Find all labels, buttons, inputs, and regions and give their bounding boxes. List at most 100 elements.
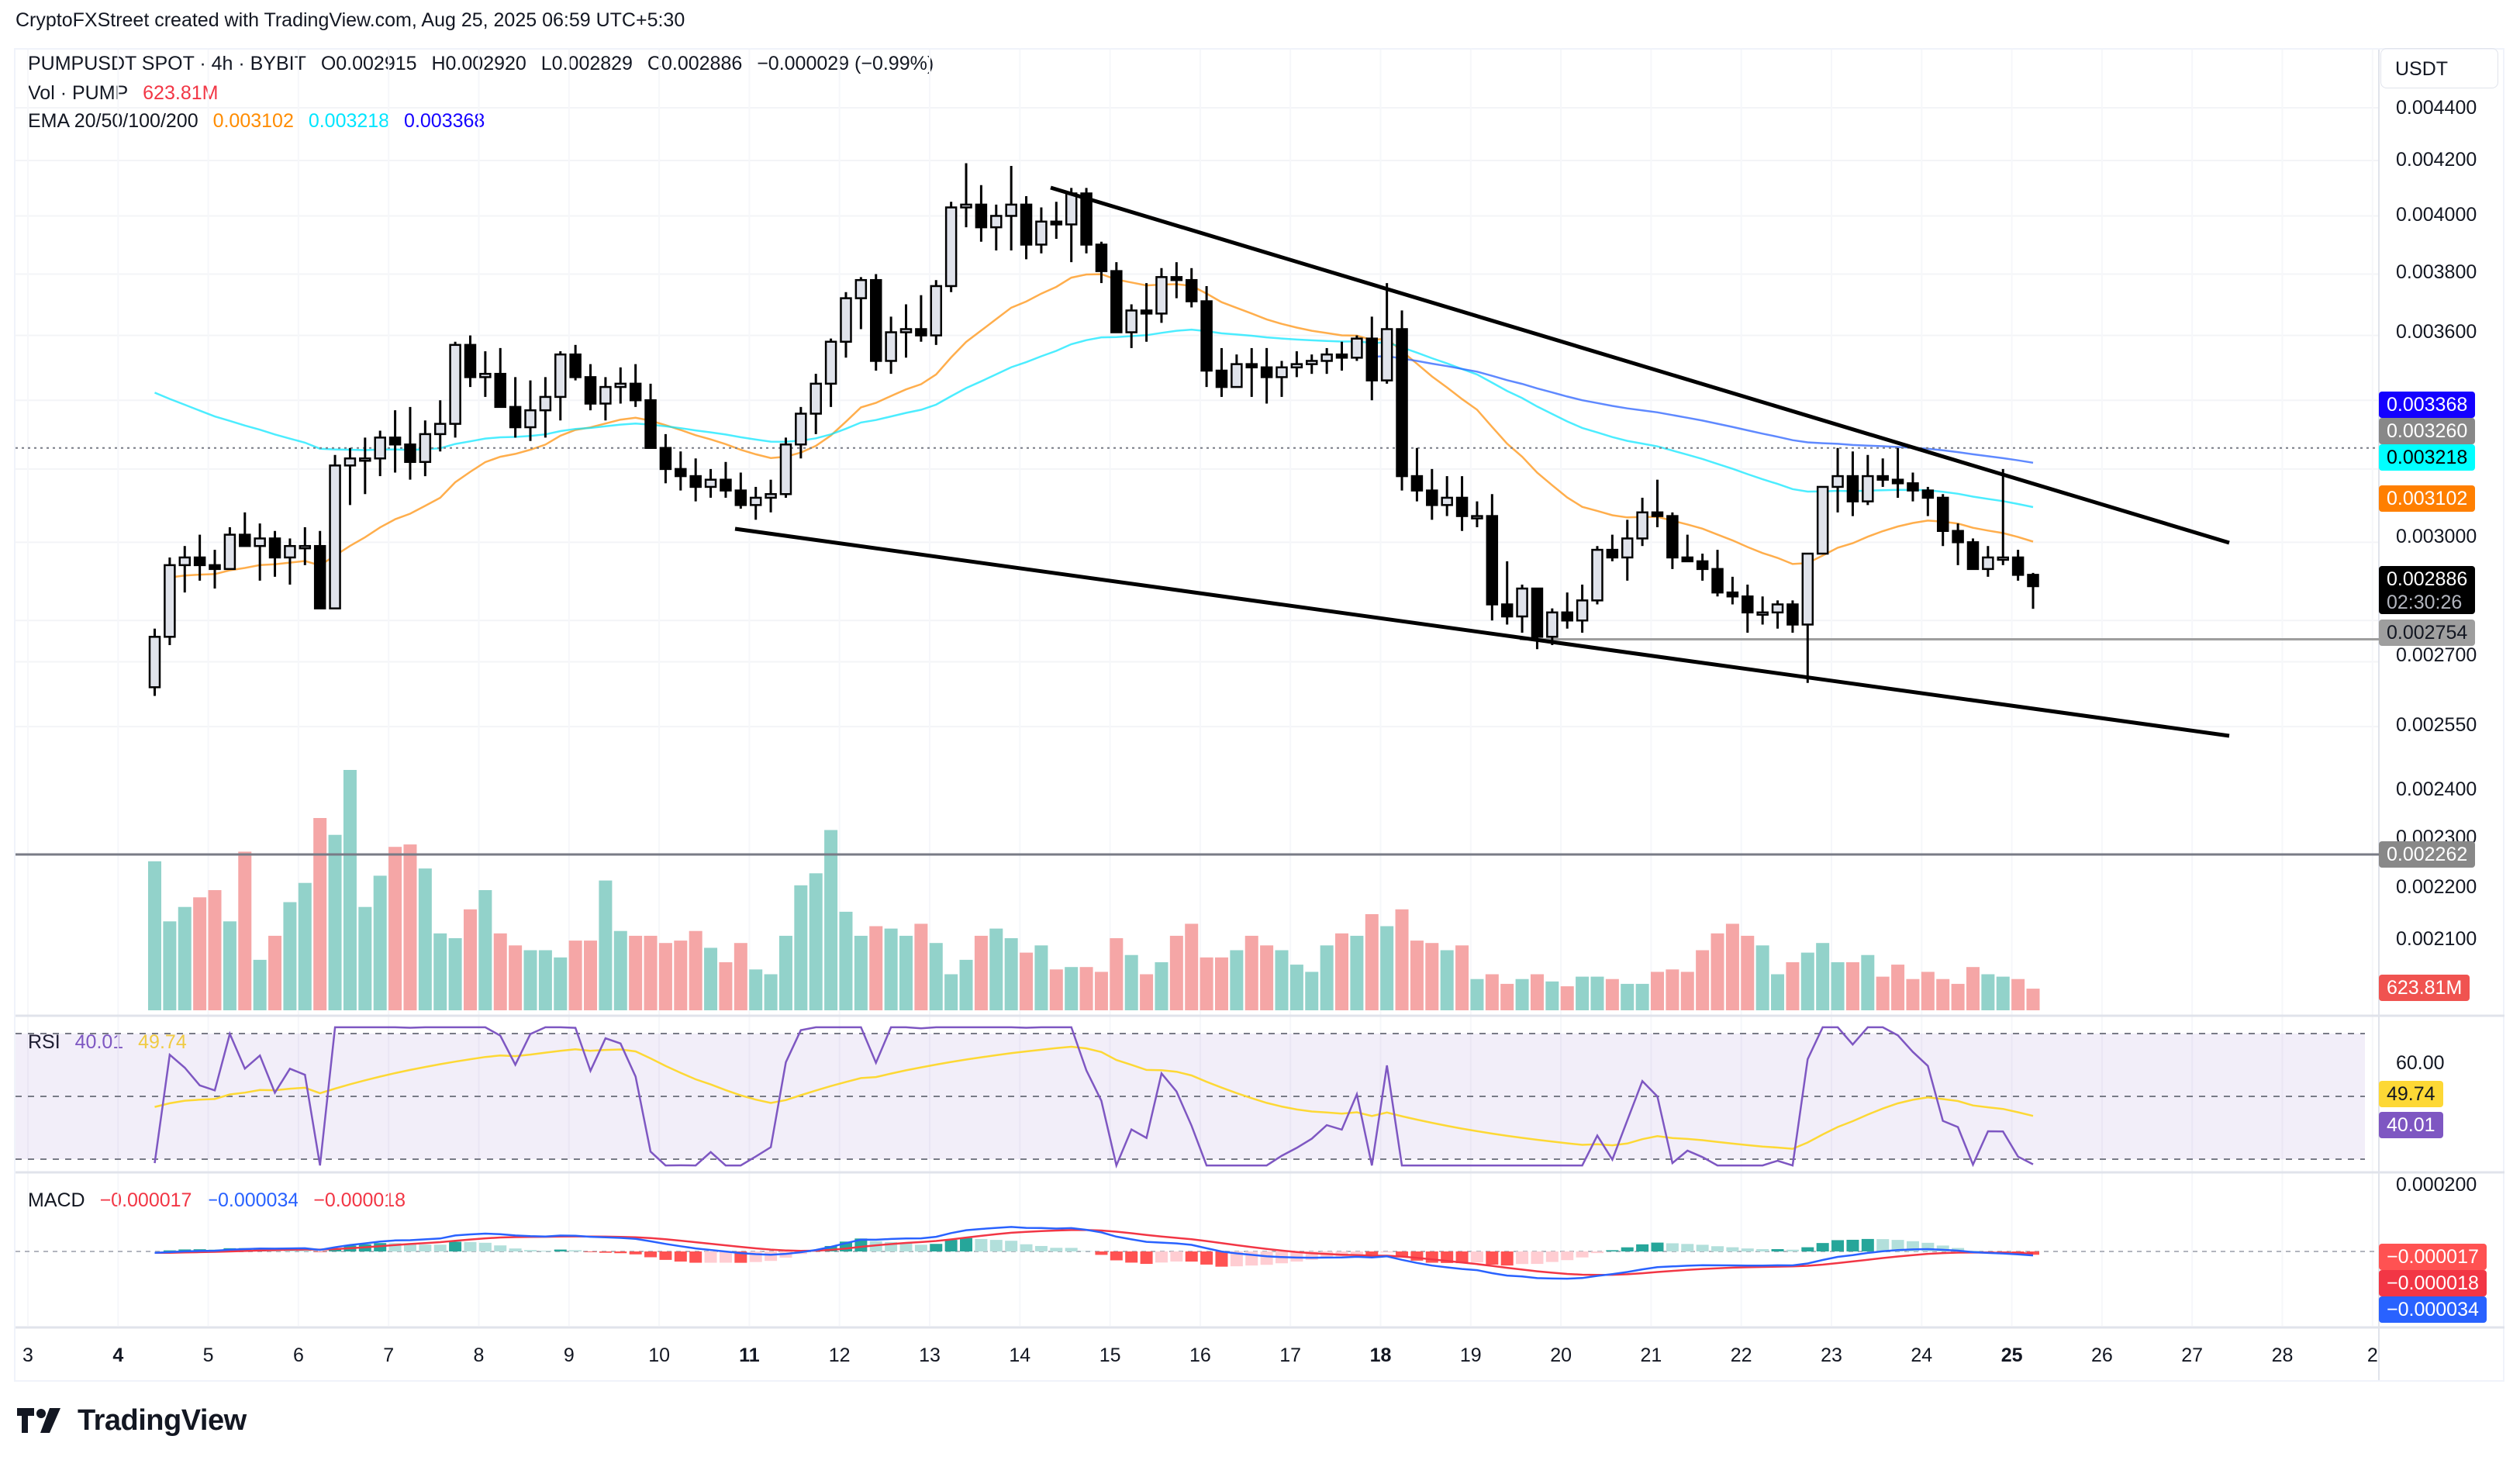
candle-body [930, 285, 943, 337]
candle-body [1426, 489, 1438, 506]
volume-bar [568, 941, 582, 1010]
volume-bar [554, 957, 568, 1010]
volume-bar [1230, 950, 1244, 1010]
ema100-tag: 0.003218 [2379, 444, 2476, 471]
open-value: O0.002915 [320, 53, 417, 74]
candle-body [1531, 587, 1544, 638]
volume-bar [1169, 935, 1183, 1010]
volume-bar [1515, 979, 1529, 1010]
macd-histogram-bar [1396, 1251, 1409, 1258]
candle-body [268, 537, 281, 559]
change-value: −0.000029 (−0.99%) [757, 53, 934, 74]
volume-bar [403, 844, 417, 1010]
candle-body [1276, 366, 1288, 378]
macd-histogram-bar [1380, 1251, 1393, 1253]
candle-body [1365, 337, 1379, 381]
macd-histogram-bar [1425, 1251, 1438, 1263]
volume-tag: 623.81M [2379, 975, 2470, 1001]
volume-bar [1786, 962, 1800, 1010]
macd-histogram-bar [494, 1245, 507, 1251]
macd-histogram-bar [313, 1251, 326, 1252]
candle-body [1936, 496, 1949, 533]
macd-histogram-bar [1065, 1248, 1078, 1251]
volume-bar [1425, 943, 1439, 1010]
time-axis-label: 21 [1640, 1344, 1662, 1366]
macd-histogram-bar [1005, 1241, 1018, 1251]
candle-body [869, 278, 882, 362]
price-tick: 0.003800 [2396, 261, 2477, 283]
symbol-label[interactable]: PUMPUSDT SPOT · 4h · BYBIT [28, 53, 306, 74]
macd-histogram-bar [1350, 1251, 1363, 1255]
candle-body [1606, 548, 1619, 559]
volume-bar [1981, 974, 1995, 1010]
rsi-ma-value: 49.74 [138, 1031, 187, 1053]
ema50-line [169, 273, 2034, 579]
macd-histogram-bar [1876, 1239, 1890, 1251]
candle-body [2011, 556, 2025, 576]
volume-bar [1140, 974, 1154, 1010]
macd-histogram-bar [1590, 1251, 1603, 1254]
time-axis-label: 28 [2271, 1344, 2294, 1366]
rsi-tick: 60.00 [2396, 1052, 2445, 1074]
volume-bar [1320, 945, 1334, 1010]
candle-body [329, 464, 341, 609]
price-tick: 0.002550 [2396, 714, 2477, 736]
volume-bar [704, 948, 718, 1010]
macd-line-value: −0.000034 [206, 1189, 299, 1211]
time-axis-label: 18 [1369, 1344, 1392, 1366]
macd-histogram-bar [524, 1250, 537, 1251]
candle-body [1351, 337, 1363, 359]
candle-body [584, 376, 597, 405]
ema200-tag: 0.003368 [2379, 392, 2476, 418]
chart-credit: CryptoFXStreet created with TradingView.… [16, 9, 685, 31]
currency-selector[interactable]: USDT [2380, 48, 2498, 88]
candle-body [1020, 203, 1033, 246]
price-tick: 0.003600 [2396, 321, 2477, 343]
candle-body [915, 328, 927, 337]
macd-label[interactable]: MACD [28, 1189, 85, 1211]
candle-body [1080, 192, 1093, 246]
tradingview-logo[interactable]: TradingView [17, 1404, 247, 1437]
macd-histogram-bar [1020, 1244, 1033, 1251]
candle-body [1907, 482, 1919, 492]
candle-body [479, 372, 492, 378]
candle-body [313, 544, 326, 609]
ema-label[interactable]: EMA 20/50/100/200 [28, 110, 198, 132]
volume-bar [2026, 989, 2040, 1010]
volume-bar [869, 926, 883, 1010]
price-tick: 0.004200 [2396, 149, 2477, 171]
volume-bar [463, 909, 477, 1010]
volume-bar [1395, 909, 1409, 1010]
tradingview-logo-icon [17, 1408, 60, 1433]
candle-body [1952, 530, 1964, 544]
volume-bar [1921, 972, 1935, 1010]
candle-body [1380, 328, 1393, 381]
volume-bar [1485, 974, 1499, 1010]
candle-body [1546, 611, 1559, 638]
macd-histogram-bar [1921, 1242, 1935, 1251]
candle-countdown: 02:30:26 [2387, 592, 2463, 613]
candle-body [840, 297, 852, 343]
volume-bar [644, 935, 658, 1010]
volume-bar [358, 906, 372, 1010]
chart-frame [14, 48, 2504, 1382]
volume-bar [1710, 933, 1724, 1010]
macd-histogram-bar [478, 1242, 492, 1251]
macd-histogram-bar [1110, 1251, 1123, 1261]
volume-bar [493, 933, 507, 1010]
rsi-label[interactable]: RSI [28, 1031, 60, 1053]
price-tick: 0.004400 [2396, 97, 2477, 119]
candle-body [374, 437, 386, 460]
close-value: C0.002886 [647, 53, 743, 74]
volume-bar [373, 875, 387, 1010]
volume-bar [223, 921, 236, 1010]
low-value: L0.002829 [540, 53, 633, 74]
candle-body [388, 437, 402, 446]
candle-body [1306, 360, 1318, 365]
volume-label[interactable]: Vol · PUMP [28, 82, 129, 104]
volume-bar [509, 945, 523, 1010]
macd-histogram-bar [734, 1251, 747, 1263]
volume-bar [613, 930, 627, 1010]
volume-bar [1651, 972, 1664, 1010]
